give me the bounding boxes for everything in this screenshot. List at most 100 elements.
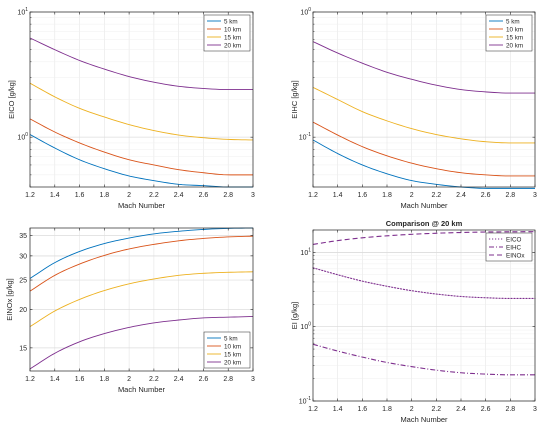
- chart-panel-1: 1.2 1.4 1.6 1.8 2 2.2 2.4 2.6 2.8 3 Mach Number 100…: [7, 7, 255, 210]
- series-line-20-km: [29, 316, 254, 370]
- series-line-20-km: [29, 37, 253, 91]
- x-tick-label: 1.4: [50, 376, 60, 383]
- x-tick-label: 3: [533, 406, 537, 413]
- y-tick-label: 10-1: [299, 396, 311, 406]
- x-tick-label: 2: [127, 376, 131, 383]
- x-axis-label: Mach Number: [400, 415, 448, 424]
- legend-entry: EIHC: [506, 244, 521, 251]
- x-tick-label: 2.8: [505, 406, 515, 413]
- series-line-5-km: [29, 227, 254, 279]
- x-tick-label: 2.2: [431, 192, 441, 199]
- x-tick-label: 3: [533, 192, 537, 199]
- y-tick-label: 20: [19, 307, 27, 314]
- y-axis-label: EINOx [g/kg]: [5, 278, 14, 321]
- x-tick-label: 2.6: [481, 192, 491, 199]
- x-tick-label: 2.2: [149, 376, 159, 383]
- x-tick-label: 3: [251, 192, 255, 199]
- grid: [29, 228, 254, 371]
- chart-panel-4: 1.2 1.4 1.6 1.8 2 2.2 2.4 2.6 2.8 3 Mach Number 10-…: [290, 219, 537, 424]
- x-tick-label: 1.2: [25, 192, 35, 199]
- x-tick-label: 2.8: [505, 192, 515, 199]
- y-axis: 10-1 100 EIHC [g/kg]: [290, 7, 535, 188]
- x-tick-label: 1.8: [382, 406, 392, 413]
- x-axis: 1.2 1.4 1.6 1.8 2 2.2 2.4 2.6 2.8 3 Mach Number: [25, 12, 255, 210]
- legend-entry: 15 km: [224, 34, 241, 41]
- series-line-15-km: [29, 82, 254, 141]
- chart-title: Comparison @ 20 km: [386, 219, 463, 228]
- x-axis: 1.2 1.4 1.6 1.8 2 2.2 2.4 2.6 2.8 3 Mach Number: [308, 230, 537, 424]
- legend-entry: 20 km: [224, 42, 241, 49]
- x-tick-label: 1.4: [50, 192, 60, 199]
- x-tick-label: 1.4: [333, 192, 343, 199]
- y-tick-label: 100: [17, 132, 28, 142]
- y-axis-label: EI [g/kg]: [290, 302, 299, 330]
- x-tick-label: 2.6: [199, 192, 209, 199]
- x-tick-label: 2.2: [431, 406, 441, 413]
- chart-panel-3: 1.2 1.4 1.6 1.8 2 2.2 2.4 2.6 2.8 3 Mach Number 15 2…: [5, 227, 255, 394]
- x-tick-label: 1.8: [99, 192, 109, 199]
- legend-entry: 5 km: [506, 18, 520, 25]
- x-tick-label: 2.4: [456, 192, 466, 199]
- series-line-15-km: [312, 86, 535, 144]
- x-tick-label: 2: [410, 192, 414, 199]
- x-tick-label: 2: [410, 406, 414, 413]
- x-axis-label: Mach Number: [118, 385, 166, 394]
- legend-entry: 20 km: [506, 42, 523, 49]
- x-tick-label: 1.6: [75, 376, 85, 383]
- x-tick-label: 2.4: [174, 376, 184, 383]
- x-tick-label: 1.4: [333, 406, 343, 413]
- series-line-5-km: [312, 139, 535, 189]
- y-tick-label: 100: [300, 7, 311, 17]
- series-line-10-km: [29, 118, 253, 176]
- x-tick-label: 2.6: [481, 406, 491, 413]
- x-tick-label: 2.6: [199, 376, 209, 383]
- legend-entry: 10 km: [506, 26, 523, 33]
- axes-box: [29, 227, 254, 372]
- chart-panel-2: 1.2 1.4 1.6 1.8 2 2.2 2.4 2.6 2.8 3 Mach Number 10-…: [290, 7, 537, 210]
- y-tick-label: 101: [17, 7, 28, 17]
- series-line-eico: [312, 267, 536, 299]
- x-tick-label: 2: [127, 192, 131, 199]
- y-tick-label: 35: [19, 233, 27, 240]
- y-tick-label: 100: [300, 322, 311, 332]
- x-tick-label: 2.4: [456, 406, 466, 413]
- x-tick-label: 2.2: [149, 192, 159, 199]
- y-tick-label: 10-1: [299, 132, 311, 142]
- y-tick-label: 15: [19, 345, 27, 352]
- legend-entry: 5 km: [224, 335, 238, 342]
- legend-entry: 15 km: [506, 34, 523, 41]
- y-tick-label: 101: [300, 247, 311, 257]
- y-axis: 100 101 EICO [g/kg]: [7, 7, 253, 188]
- series-line-15-km: [29, 271, 254, 328]
- series-line-eihc: [312, 343, 535, 376]
- y-tick-label: 25: [19, 278, 27, 285]
- x-axis-label: Mach Number: [400, 201, 448, 210]
- x-tick-label: 1.6: [357, 192, 367, 199]
- y-axis-label: EICO [g/kg]: [7, 80, 16, 119]
- x-axis: 1.2 1.4 1.6 1.8 2 2.2 2.4 2.6 2.8 3 Mach Number: [308, 12, 537, 210]
- legend-entry: 20 km: [224, 359, 241, 366]
- series-line-5-km: [29, 134, 253, 188]
- legend-entry: 10 km: [224, 26, 241, 33]
- y-tick-label: 30: [19, 253, 27, 260]
- x-tick-label: 1.2: [308, 406, 318, 413]
- x-tick-label: 1.2: [25, 376, 35, 383]
- x-tick-label: 2.8: [223, 376, 233, 383]
- y-axis-label: EIHC [g/kg]: [290, 80, 299, 118]
- x-axis: 1.2 1.4 1.6 1.8 2 2.2 2.4 2.6 2.8 3 Mach Number: [25, 228, 255, 394]
- legend-entry: EICO: [506, 236, 521, 243]
- legend-entry: EINOx: [506, 252, 525, 259]
- x-tick-label: 2.4: [174, 192, 184, 199]
- x-tick-label: 1.8: [99, 376, 109, 383]
- legend-entry: 5 km: [224, 18, 238, 25]
- series-line-einox: [312, 231, 536, 245]
- x-axis-label: Mach Number: [118, 201, 166, 210]
- series-line-10-km: [29, 235, 254, 292]
- x-tick-label: 1.2: [308, 192, 318, 199]
- y-axis: 10-1 100 101 EI [g/kg]: [290, 229, 535, 406]
- legend-entry: 15 km: [224, 351, 241, 358]
- series-line-10-km: [312, 121, 535, 177]
